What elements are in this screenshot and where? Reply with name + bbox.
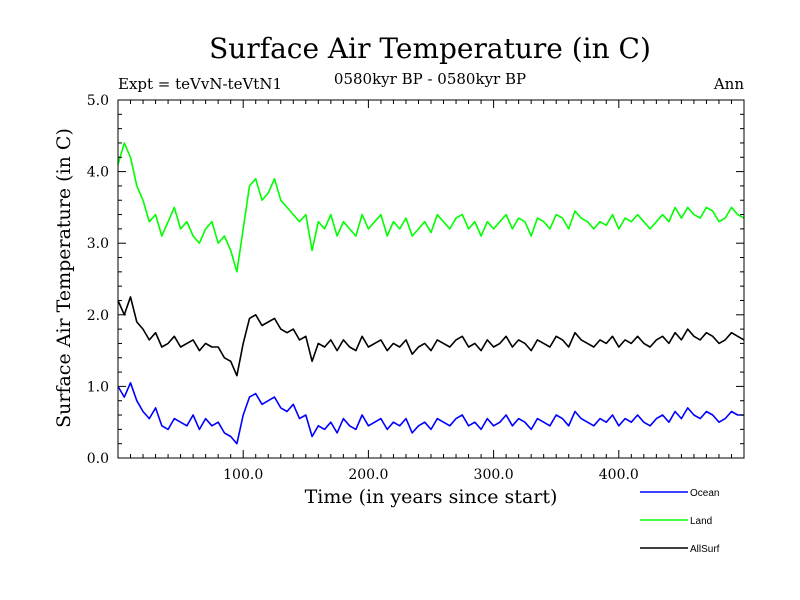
chart-title: Surface Air Temperature (in C) <box>209 32 651 65</box>
x-axis-label: Time (in years since start) <box>305 486 558 508</box>
y-axis-label: Surface Air Temperature (in C) <box>53 128 75 428</box>
series-line-land <box>117 142 745 273</box>
y-tick-label: 1.0 <box>87 379 109 395</box>
y-tick-label: 3.0 <box>87 236 109 252</box>
x-tick-label: 100.0 <box>223 467 263 483</box>
x-tick-label: 200.0 <box>348 467 388 483</box>
axes-layer: 100.0 200.0 300.0 400.0 0.0 1.0 2.0 3.0 4.0 5.0 <box>87 93 745 483</box>
y-tick-label: 4.0 <box>87 165 109 181</box>
x-tick-label: 400.0 <box>599 467 639 483</box>
plot-frame <box>117 99 745 459</box>
series-line-allsurf <box>117 296 745 377</box>
y-tick-label: 2.0 <box>87 308 109 324</box>
experiment-label: Expt = teVvN-teVtN1 <box>118 75 282 93</box>
legend: Ocean Land AllSurf <box>640 488 720 555</box>
series-layer <box>117 142 745 445</box>
legend-label-land: Land <box>690 516 712 527</box>
legend-label-ocean: Ocean <box>690 488 719 499</box>
y-tick-label: 5.0 <box>87 93 109 109</box>
chart-subtitle: 0580kyr BP - 0580kyr BP <box>334 70 526 88</box>
y-tick-label: 0.0 <box>87 451 109 467</box>
x-tick-label: 300.0 <box>474 467 514 483</box>
period-label: Ann <box>713 75 744 93</box>
legend-label-allsurf: AllSurf <box>690 544 720 555</box>
series-line-ocean <box>117 381 744 445</box>
